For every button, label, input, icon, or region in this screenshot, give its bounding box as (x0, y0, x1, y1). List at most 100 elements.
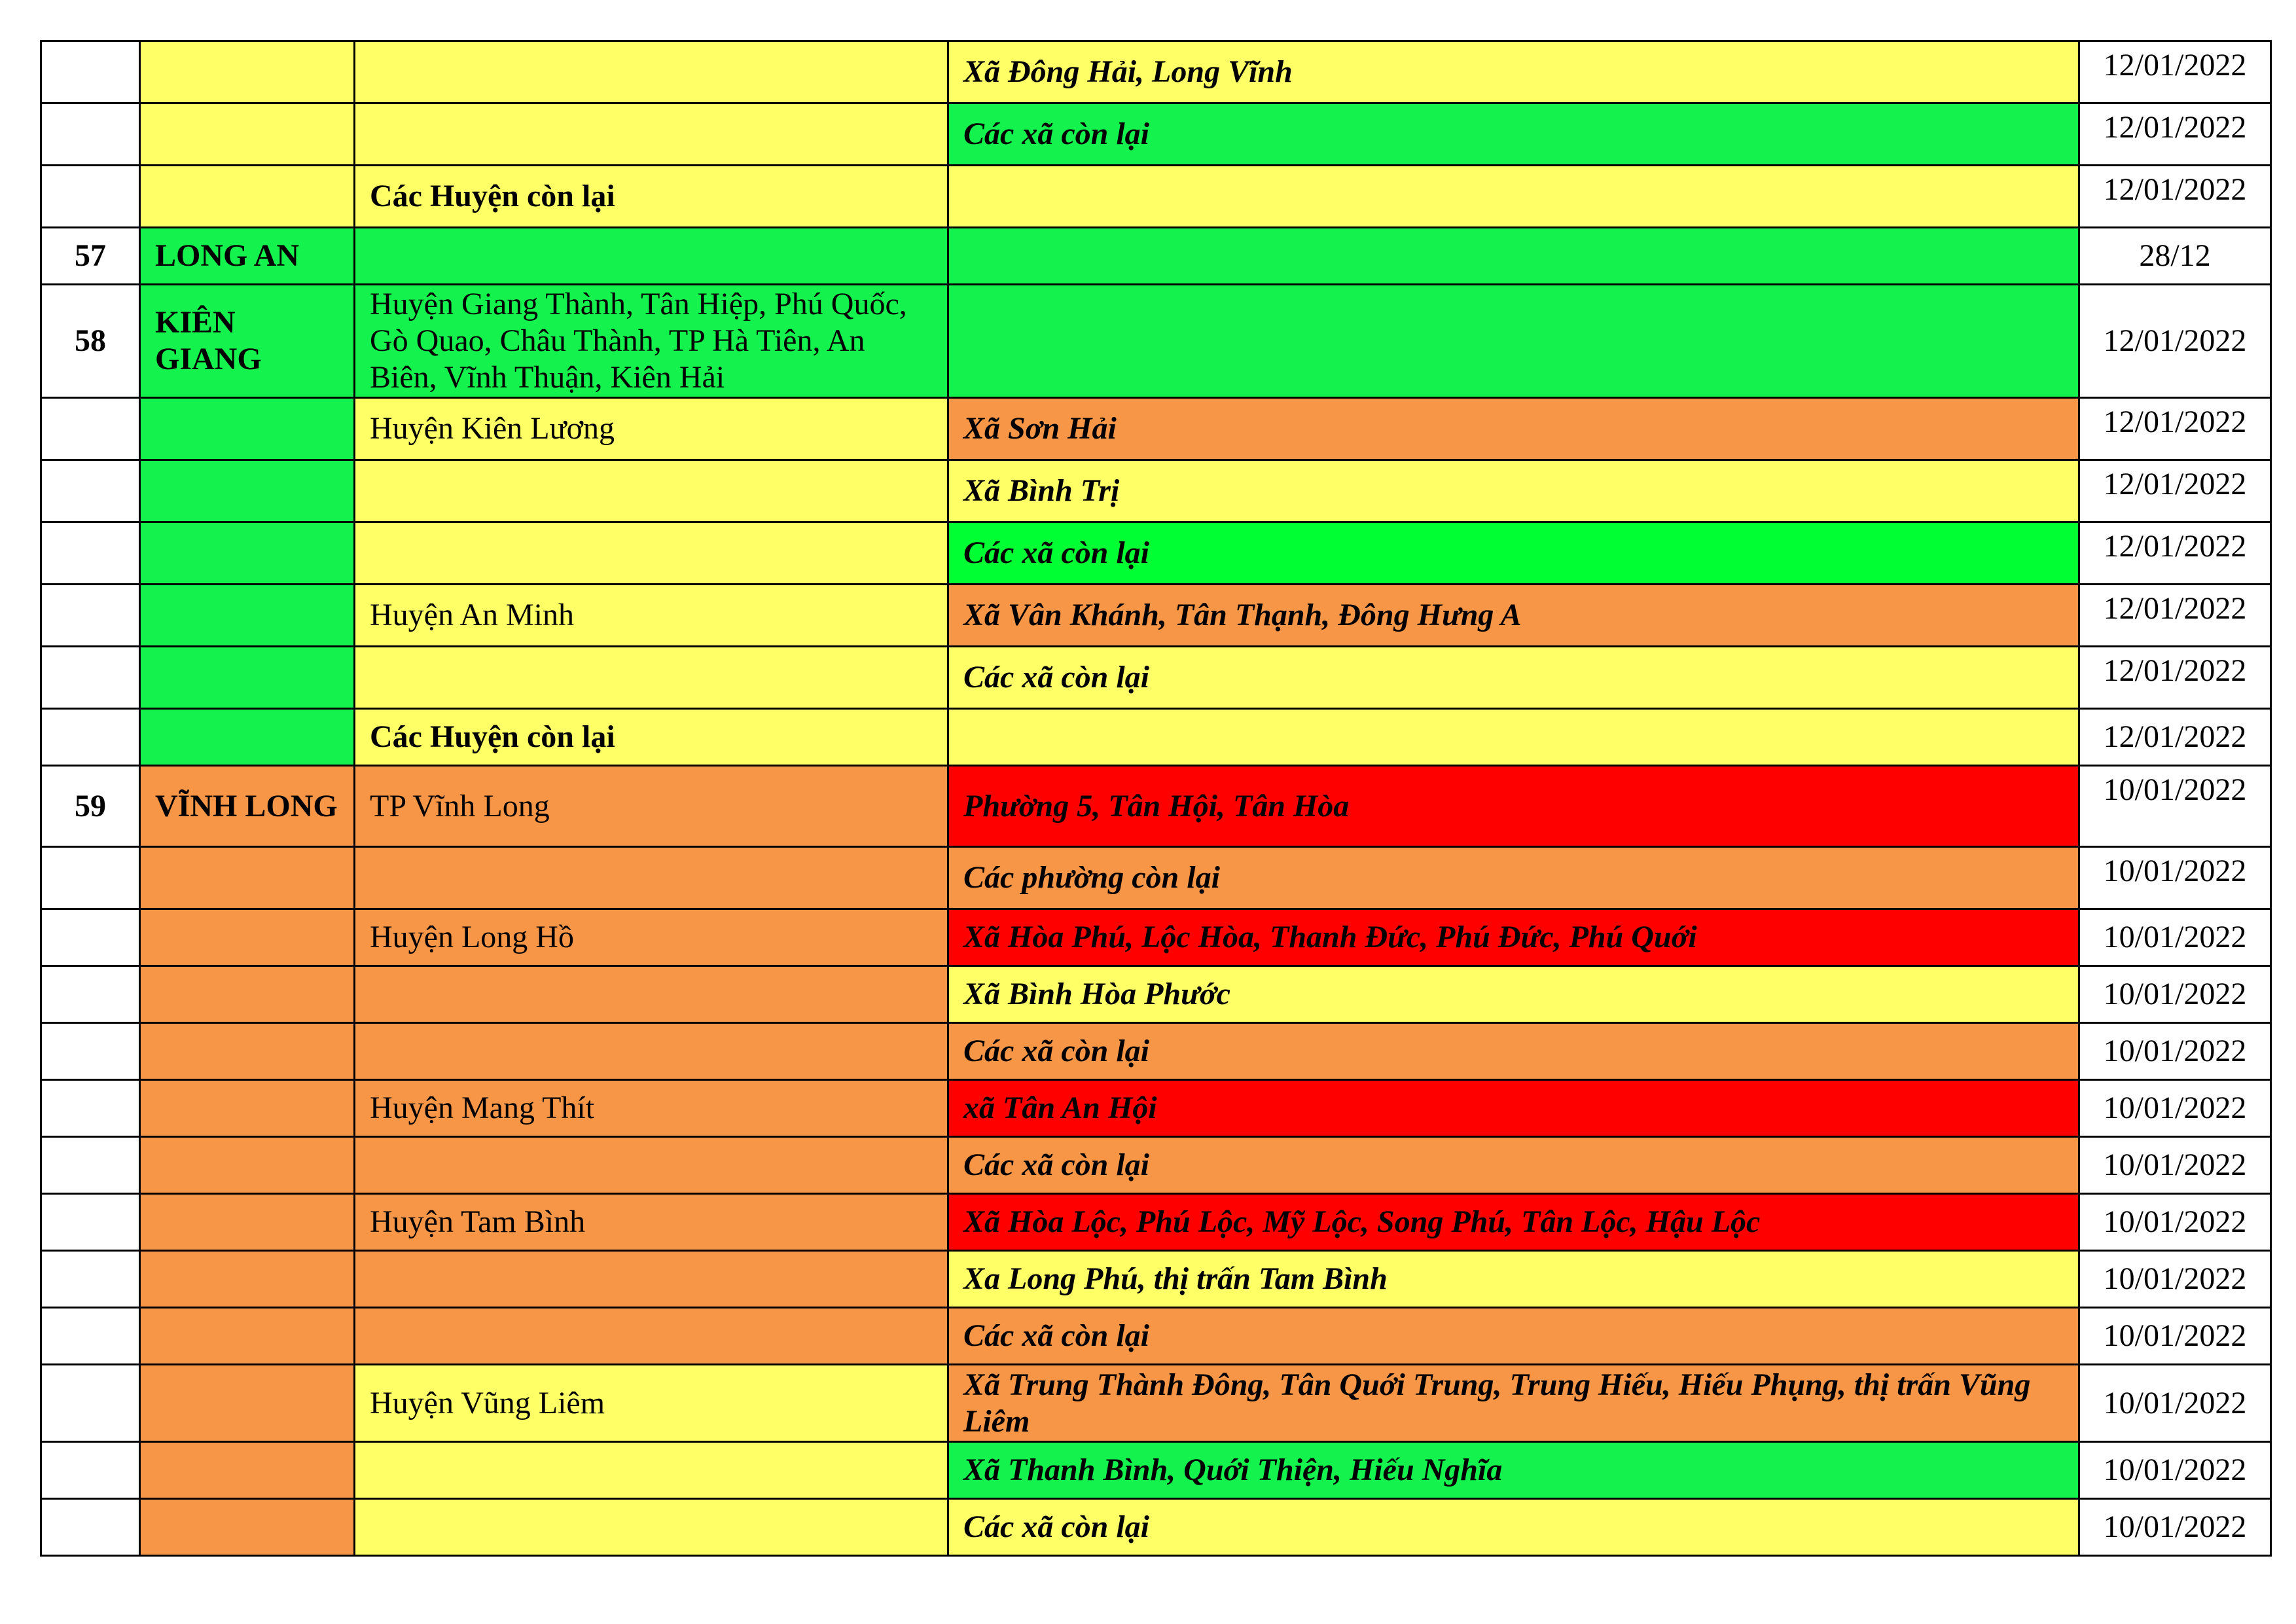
stt-cell (40, 397, 141, 461)
date-cell: 10/01/2022 (2078, 1441, 2272, 1500)
province-cell (139, 397, 355, 461)
date-cell: 12/01/2022 (2078, 459, 2272, 523)
district-cell: Huyện Giang Thành, Tân Hiệp, Phú Quốc, G… (353, 283, 949, 399)
stt-cell: 59 (40, 765, 141, 848)
commune-cell (947, 283, 2080, 399)
district-cell (353, 1136, 949, 1195)
table-row: Xã Đông Hải, Long Vĩnh 12/01/2022 (40, 40, 2272, 104)
commune-cell: Phường 5, Tân Hội, Tân Hòa (947, 765, 2080, 848)
date-cell: 10/01/2022 (2078, 1498, 2272, 1557)
district-cell: Huyện Vũng Liêm (353, 1363, 949, 1443)
province-cell: KIÊN GIANG (139, 283, 355, 399)
province-cell (139, 1022, 355, 1081)
province-cell (139, 1079, 355, 1138)
district-cell (353, 846, 949, 910)
stt-cell (40, 583, 141, 647)
stt-cell (40, 1307, 141, 1365)
date-cell: 12/01/2022 (2078, 164, 2272, 228)
date-cell: 10/01/2022 (2078, 1193, 2272, 1252)
district-cell (353, 645, 949, 710)
district-cell: Các Huyện còn lại (353, 708, 949, 767)
stt-cell: 57 (40, 226, 141, 285)
table-row: Các phường còn lại 10/01/2022 (40, 846, 2272, 910)
table-row: Huyện Kiên Lương Xã Sơn Hải 12/01/2022 (40, 397, 2272, 461)
table-row: Xã Bình Trị 12/01/2022 (40, 459, 2272, 523)
date-cell: 10/01/2022 (2078, 1307, 2272, 1365)
commune-cell: Các xã còn lại (947, 1498, 2080, 1557)
stt-cell (40, 1363, 141, 1443)
commune-cell: Xa Long Phú, thị trấn Tam Bình (947, 1250, 2080, 1308)
table-row: Các xã còn lại 10/01/2022 (40, 1498, 2272, 1557)
date-cell: 12/01/2022 (2078, 521, 2272, 585)
province-cell (139, 1307, 355, 1365)
commune-cell: Các xã còn lại (947, 645, 2080, 710)
stt-cell (40, 1498, 141, 1557)
commune-cell: Các xã còn lại (947, 102, 2080, 166)
stt-cell (40, 1441, 141, 1500)
commune-cell (947, 708, 2080, 767)
date-cell: 12/01/2022 (2078, 40, 2272, 104)
date-cell: 10/01/2022 (2078, 1022, 2272, 1081)
stt-cell (40, 102, 141, 166)
commune-cell: Xã Hòa Phú, Lộc Hòa, Thanh Đức, Phú Đức,… (947, 908, 2080, 967)
table-row: 57 LONG AN 28/12 (40, 226, 2272, 285)
table-row: Huyện Vũng Liêm Xã Trung Thành Đông, Tân … (40, 1363, 2272, 1443)
commune-cell: Xã Sơn Hải (947, 397, 2080, 461)
province-cell (139, 459, 355, 523)
commune-cell: Các xã còn lại (947, 521, 2080, 585)
commune-cell: Xã Đông Hải, Long Vĩnh (947, 40, 2080, 104)
table-row: Các xã còn lại 10/01/2022 (40, 1307, 2272, 1365)
province-cell (139, 1363, 355, 1443)
commune-cell: Xã Bình Hòa Phước (947, 965, 2080, 1024)
stt-cell (40, 521, 141, 585)
commune-cell: Xã Thanh Bình, Quới Thiện, Hiếu Nghĩa (947, 1441, 2080, 1500)
stt-cell (40, 645, 141, 710)
table-row: Huyện Mang Thít xã Tân An Hội 10/01/2022 (40, 1079, 2272, 1138)
date-cell: 10/01/2022 (2078, 846, 2272, 910)
date-cell: 10/01/2022 (2078, 1250, 2272, 1308)
commune-cell: Xã Vân Khánh, Tân Thạnh, Đông Hưng A (947, 583, 2080, 647)
province-cell: LONG AN (139, 226, 355, 285)
table-row: Các xã còn lại 12/01/2022 (40, 645, 2272, 710)
table-row: Huyện Long Hồ Xã Hòa Phú, Lộc Hòa, Thanh … (40, 908, 2272, 967)
province-cell (139, 908, 355, 967)
province-cell (139, 645, 355, 710)
table-row: Huyện Tam Bình Xã Hòa Lộc, Phú Lộc, Mỹ Lộ… (40, 1193, 2272, 1252)
stt-cell (40, 1250, 141, 1308)
commune-cell: Các xã còn lại (947, 1022, 2080, 1081)
date-cell: 10/01/2022 (2078, 908, 2272, 967)
province-cell (139, 583, 355, 647)
commune-cell: Các phường còn lại (947, 846, 2080, 910)
table-row: Các xã còn lại 12/01/2022 (40, 521, 2272, 585)
table-row: Các Huyện còn lại 12/01/2022 (40, 164, 2272, 228)
province-cell (139, 521, 355, 585)
province-cell (139, 1441, 355, 1500)
stt-cell (40, 1136, 141, 1195)
stt-cell (40, 846, 141, 910)
commune-cell: Xã Bình Trị (947, 459, 2080, 523)
commune-cell (947, 226, 2080, 285)
date-cell: 12/01/2022 (2078, 708, 2272, 767)
stt-cell (40, 164, 141, 228)
district-cell: Huyện An Minh (353, 583, 949, 647)
date-cell: 12/01/2022 (2078, 283, 2272, 399)
district-cell: Huyện Mang Thít (353, 1079, 949, 1138)
date-cell: 12/01/2022 (2078, 102, 2272, 166)
district-cell (353, 1441, 949, 1500)
district-cell: Các Huyện còn lại (353, 164, 949, 228)
district-cell (353, 521, 949, 585)
date-cell: 12/01/2022 (2078, 645, 2272, 710)
table-row: Các Huyện còn lại 12/01/2022 (40, 708, 2272, 767)
province-cell (139, 164, 355, 228)
stt-cell (40, 908, 141, 967)
district-cell (353, 459, 949, 523)
district-cell (353, 102, 949, 166)
province-cell (139, 1136, 355, 1195)
province-cell (139, 1498, 355, 1557)
district-cell: Huyện Long Hồ (353, 908, 949, 967)
date-cell: 10/01/2022 (2078, 1363, 2272, 1443)
commune-cell: Xã Trung Thành Đông, Tân Quới Trung, Tru… (947, 1363, 2080, 1443)
stt-cell (40, 1079, 141, 1138)
province-cell (139, 1193, 355, 1252)
table-row: Huyện An Minh Xã Vân Khánh, Tân Thạnh, Đô… (40, 583, 2272, 647)
